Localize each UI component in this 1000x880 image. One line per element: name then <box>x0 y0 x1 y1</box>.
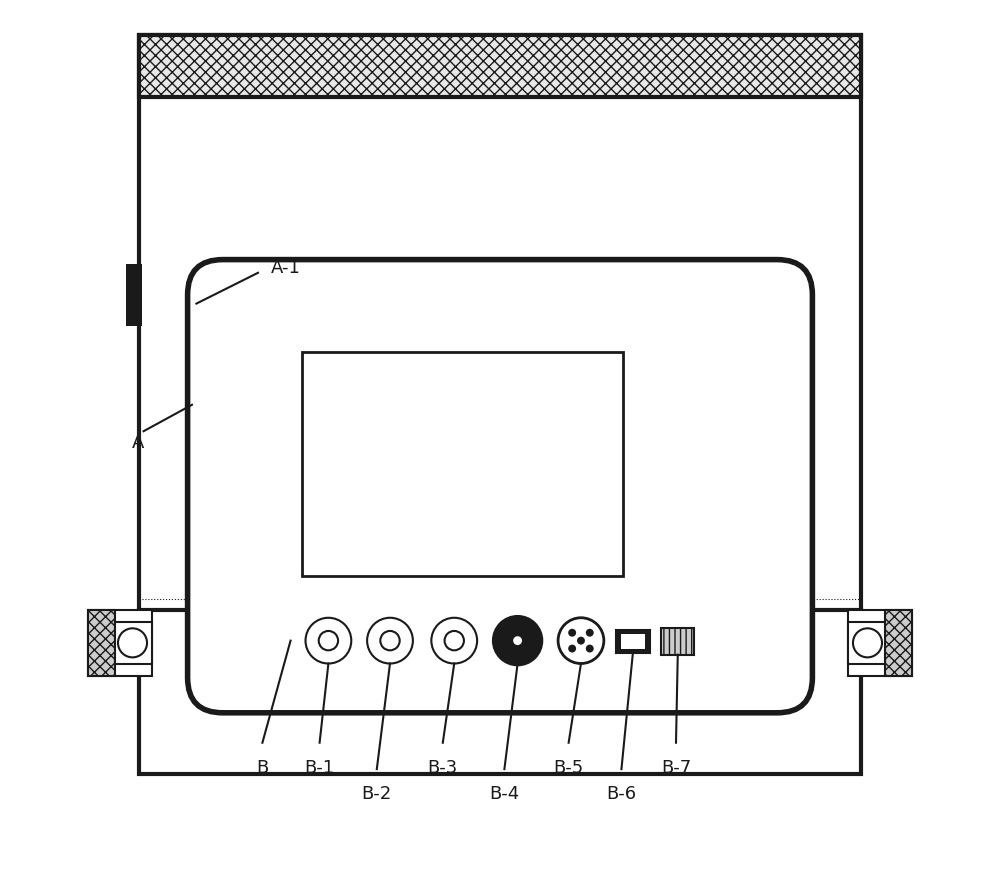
Circle shape <box>586 644 594 653</box>
Circle shape <box>431 618 477 664</box>
Text: B-3: B-3 <box>428 759 458 776</box>
Bar <box>885 610 912 676</box>
Circle shape <box>513 636 522 645</box>
Bar <box>115 621 152 664</box>
Bar <box>88 610 115 676</box>
Circle shape <box>853 628 882 657</box>
Circle shape <box>586 628 594 637</box>
Circle shape <box>367 618 413 664</box>
Circle shape <box>568 644 576 653</box>
Bar <box>302 352 623 576</box>
Circle shape <box>445 631 464 650</box>
Text: B-5: B-5 <box>554 759 584 776</box>
Circle shape <box>380 631 400 650</box>
Circle shape <box>558 618 604 664</box>
Text: A-1: A-1 <box>271 260 301 277</box>
Circle shape <box>118 628 147 657</box>
Bar <box>139 35 861 774</box>
Bar <box>126 264 142 326</box>
Bar <box>88 610 152 676</box>
Text: B-1: B-1 <box>305 759 335 776</box>
Text: B-6: B-6 <box>606 785 637 803</box>
Circle shape <box>568 628 576 637</box>
Text: B-7: B-7 <box>661 759 691 776</box>
Bar <box>661 628 694 655</box>
Circle shape <box>306 618 351 664</box>
Text: A: A <box>132 434 145 451</box>
Circle shape <box>577 637 585 644</box>
Bar <box>621 634 645 649</box>
Circle shape <box>319 631 338 650</box>
Bar <box>616 630 650 653</box>
Bar <box>848 610 912 676</box>
FancyBboxPatch shape <box>188 260 812 713</box>
Text: B-2: B-2 <box>362 785 392 803</box>
Text: B: B <box>256 759 269 776</box>
Text: B-4: B-4 <box>489 785 520 803</box>
Bar <box>139 35 861 97</box>
Circle shape <box>493 616 542 665</box>
Bar <box>848 621 885 664</box>
